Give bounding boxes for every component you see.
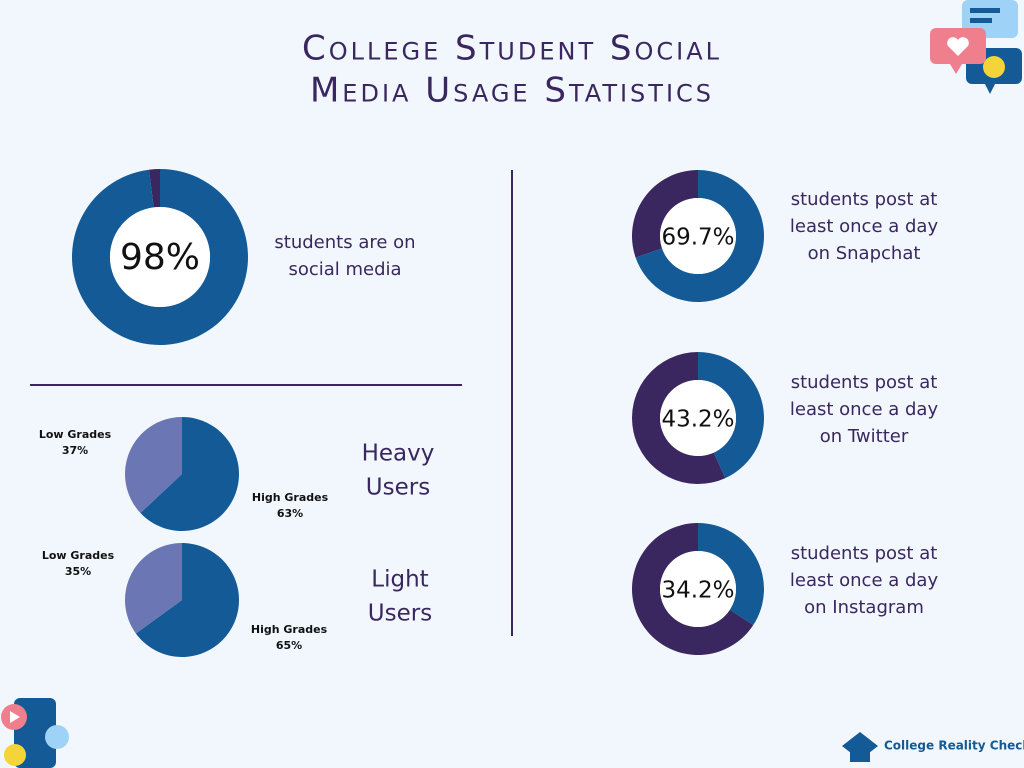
donut-hole [660,380,736,456]
donut-caption: least once a day [790,216,939,237]
donut-rest [631,352,726,484]
donut-value: 34.2% [661,578,734,604]
donut-value: 43.2% [661,407,734,433]
donut-arc [635,170,765,303]
donut-caption: students post at [791,543,938,564]
donut-arc [698,352,764,479]
donut-caption: on Instagram [804,597,924,618]
pie-label: Low Grades [42,549,115,562]
donut-caption: least once a day [790,399,939,420]
donut-caption: on Snapchat [808,243,921,264]
donut-caption: social media [288,259,401,280]
brand-name: College Reality Check [884,739,1024,753]
donut-caption: on Twitter [820,426,909,447]
title-line: Media Usage Statistics [310,71,714,111]
pie-title: Users [366,475,430,501]
pie-slice [124,543,182,634]
pie-value-label: 35% [65,565,91,578]
donut-arc [698,523,764,626]
donut-caption: students are on [274,232,415,253]
donut-value: 98% [120,237,200,278]
pie-title: Users [368,601,432,627]
donut-rest [632,523,754,655]
donut-rest [148,169,160,208]
donut-arc [72,169,249,345]
donut-hole [110,207,210,307]
brand-logo [842,732,878,762]
pie-title: Heavy [362,441,435,467]
chat-icon [930,0,1022,94]
donut-hole [660,551,736,627]
pie-slice [125,417,182,514]
pie-label: Low Grades [39,428,112,441]
donut-caption: students post at [791,189,938,210]
donut-caption: students post at [791,372,938,393]
pie-label: High Grades [252,491,329,504]
pie-title: Light [371,567,428,593]
donut-value: 69.7% [661,225,734,251]
pie-value-label: 37% [62,444,88,457]
pie-value-label: 63% [277,507,303,520]
donut-rest [632,170,698,258]
pie-value-label: 65% [276,639,302,652]
pie-slice [135,543,239,657]
donut-hole [660,198,736,274]
pie-label: High Grades [251,623,328,636]
phone-icon [1,698,69,768]
donut-caption: least once a day [790,570,939,591]
title-line: College Student Social [302,29,722,69]
pie-slice [140,417,240,531]
